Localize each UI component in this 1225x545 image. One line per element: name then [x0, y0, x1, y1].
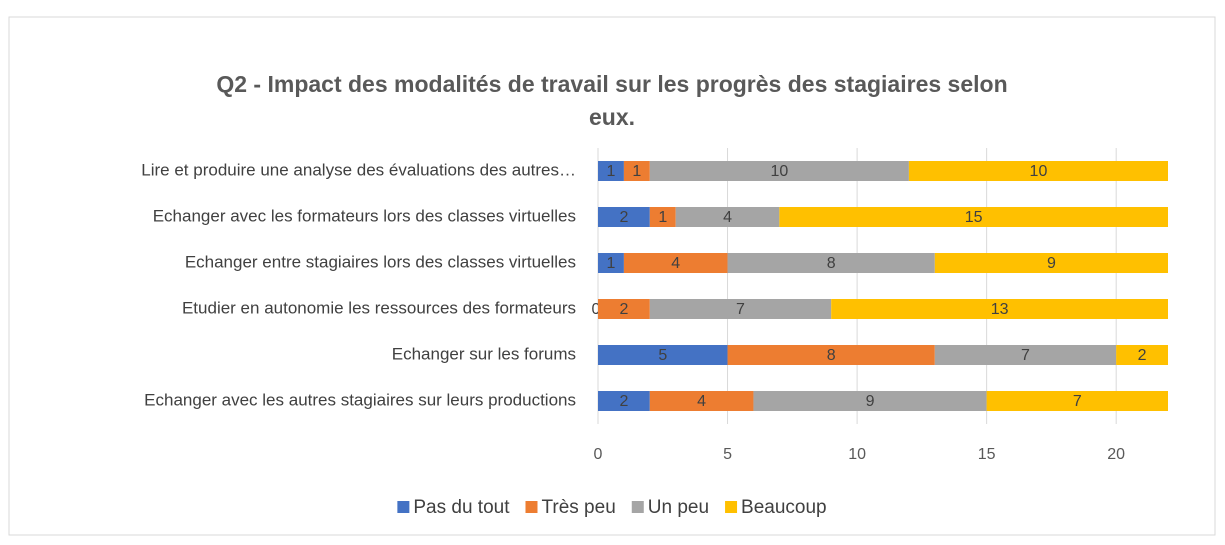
- data-label: 2: [619, 209, 628, 226]
- legend-swatch: [525, 501, 538, 513]
- bar-segment: [598, 299, 650, 319]
- data-label: 2: [1138, 347, 1147, 364]
- data-label: 1: [658, 209, 667, 226]
- legend-swatch: [397, 501, 410, 513]
- legend-label: Très peu: [541, 497, 615, 518]
- data-label: 7: [1021, 347, 1030, 364]
- chart-title: Q2 - Impact des modalités de travail sur…: [216, 71, 1007, 97]
- y-tick-label: Echanger sur les forums: [392, 344, 576, 363]
- bar-segment: [675, 207, 780, 227]
- y-tick-label: Echanger entre stagiaires lors des class…: [185, 252, 576, 271]
- data-label: 4: [697, 393, 706, 410]
- legend-label: Beaucoup: [741, 497, 827, 518]
- data-label: 7: [1073, 393, 1082, 410]
- bar-segment: [831, 299, 1168, 319]
- data-label: 1: [632, 163, 641, 180]
- legend-swatch: [631, 501, 644, 513]
- chart-border: [8, 16, 1216, 536]
- bar-segment: [727, 345, 935, 365]
- y-tick-label: Echanger avec les formateurs lors des cl…: [153, 206, 576, 225]
- data-label: 9: [866, 393, 875, 410]
- data-label: 9: [1047, 255, 1056, 272]
- data-label: 4: [671, 255, 680, 272]
- bar-segment: [598, 345, 728, 365]
- data-label: 2: [619, 301, 628, 318]
- y-tick-label: Etudier en autonomie les ressources des …: [182, 298, 576, 317]
- bar-segment: [934, 345, 1117, 365]
- data-label: 10: [1030, 163, 1048, 180]
- data-label: 8: [827, 255, 836, 272]
- bar-segment: [934, 253, 1168, 273]
- data-label: 15: [965, 209, 983, 226]
- bar-segment: [753, 391, 987, 411]
- bar-segment: [1116, 345, 1168, 365]
- bar-segment: [649, 391, 754, 411]
- data-label: 8: [827, 347, 836, 364]
- data-label: 5: [658, 347, 667, 364]
- bar-segment: [623, 161, 650, 181]
- bar-segment: [598, 161, 624, 181]
- data-label: 1: [607, 163, 616, 180]
- data-label: 2: [619, 393, 628, 410]
- y-tick-label: Echanger avec les autres stagiaires sur …: [144, 390, 576, 409]
- bar-segment: [908, 161, 1168, 181]
- data-label: 13: [991, 301, 1009, 318]
- chart-title: eux.: [589, 104, 635, 130]
- bar-segment: [623, 253, 728, 273]
- data-label: 10: [770, 163, 788, 180]
- bar-segment: [779, 207, 1168, 227]
- data-label: 7: [736, 301, 745, 318]
- x-tick-label: 20: [1107, 446, 1125, 463]
- bar-segment: [598, 391, 650, 411]
- bar-segment: [649, 161, 909, 181]
- data-label: 4: [723, 209, 732, 226]
- x-tick-label: 10: [848, 446, 866, 463]
- data-label: 0: [592, 301, 601, 318]
- bar-segment: [649, 299, 832, 319]
- legend-swatch: [725, 501, 738, 513]
- bar-segment: [649, 207, 676, 227]
- y-tick-label: Lire et produire une analyse des évaluat…: [141, 160, 576, 179]
- bar-segment: [598, 207, 650, 227]
- x-tick-label: 15: [978, 446, 996, 463]
- legend-label: Pas du tout: [413, 497, 510, 518]
- legend-label: Un peu: [648, 497, 709, 518]
- bar-segment: [727, 253, 935, 273]
- data-label: 1: [607, 255, 616, 272]
- x-tick-label: 0: [594, 446, 603, 463]
- bar-segment: [598, 253, 624, 273]
- bar-segment: [986, 391, 1168, 411]
- x-tick-label: 5: [723, 446, 732, 463]
